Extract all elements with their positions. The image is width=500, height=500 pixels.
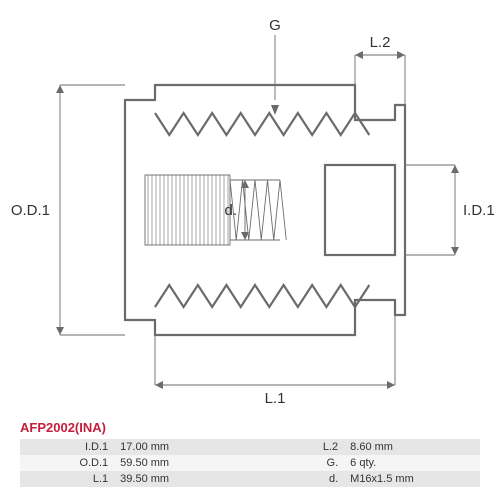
part-number: AFP2002(INA) xyxy=(20,420,480,435)
spec-val: 17.00 mm xyxy=(114,439,250,455)
spec-key: L.2 xyxy=(250,439,344,455)
technical-drawing: O.D.1 I.D.1 L.1 L.2 Gd. xyxy=(0,0,500,420)
spec-key: d. xyxy=(250,471,344,487)
spec-key: L.1 xyxy=(20,471,114,487)
svg-text:O.D.1: O.D.1 xyxy=(11,202,50,219)
svg-text:L.2: L.2 xyxy=(370,34,391,51)
spec-key: G. xyxy=(250,455,344,471)
spec-val: M16x1.5 mm xyxy=(344,471,480,487)
spec-key: I.D.1 xyxy=(20,439,114,455)
svg-text:I.D.1: I.D.1 xyxy=(463,202,495,219)
spec-table: I.D.117.00 mm L.28.60 mm O.D.159.50 mm G… xyxy=(20,439,480,487)
svg-text:L.1: L.1 xyxy=(265,390,286,407)
spec-val: 39.50 mm xyxy=(114,471,250,487)
spec-key: O.D.1 xyxy=(20,455,114,471)
spec-val: 59.50 mm xyxy=(114,455,250,471)
spec-val: 6 qty. xyxy=(344,455,480,471)
spec-val: 8.60 mm xyxy=(344,439,480,455)
svg-text:G: G xyxy=(269,17,281,34)
svg-text:d.: d. xyxy=(224,202,237,219)
